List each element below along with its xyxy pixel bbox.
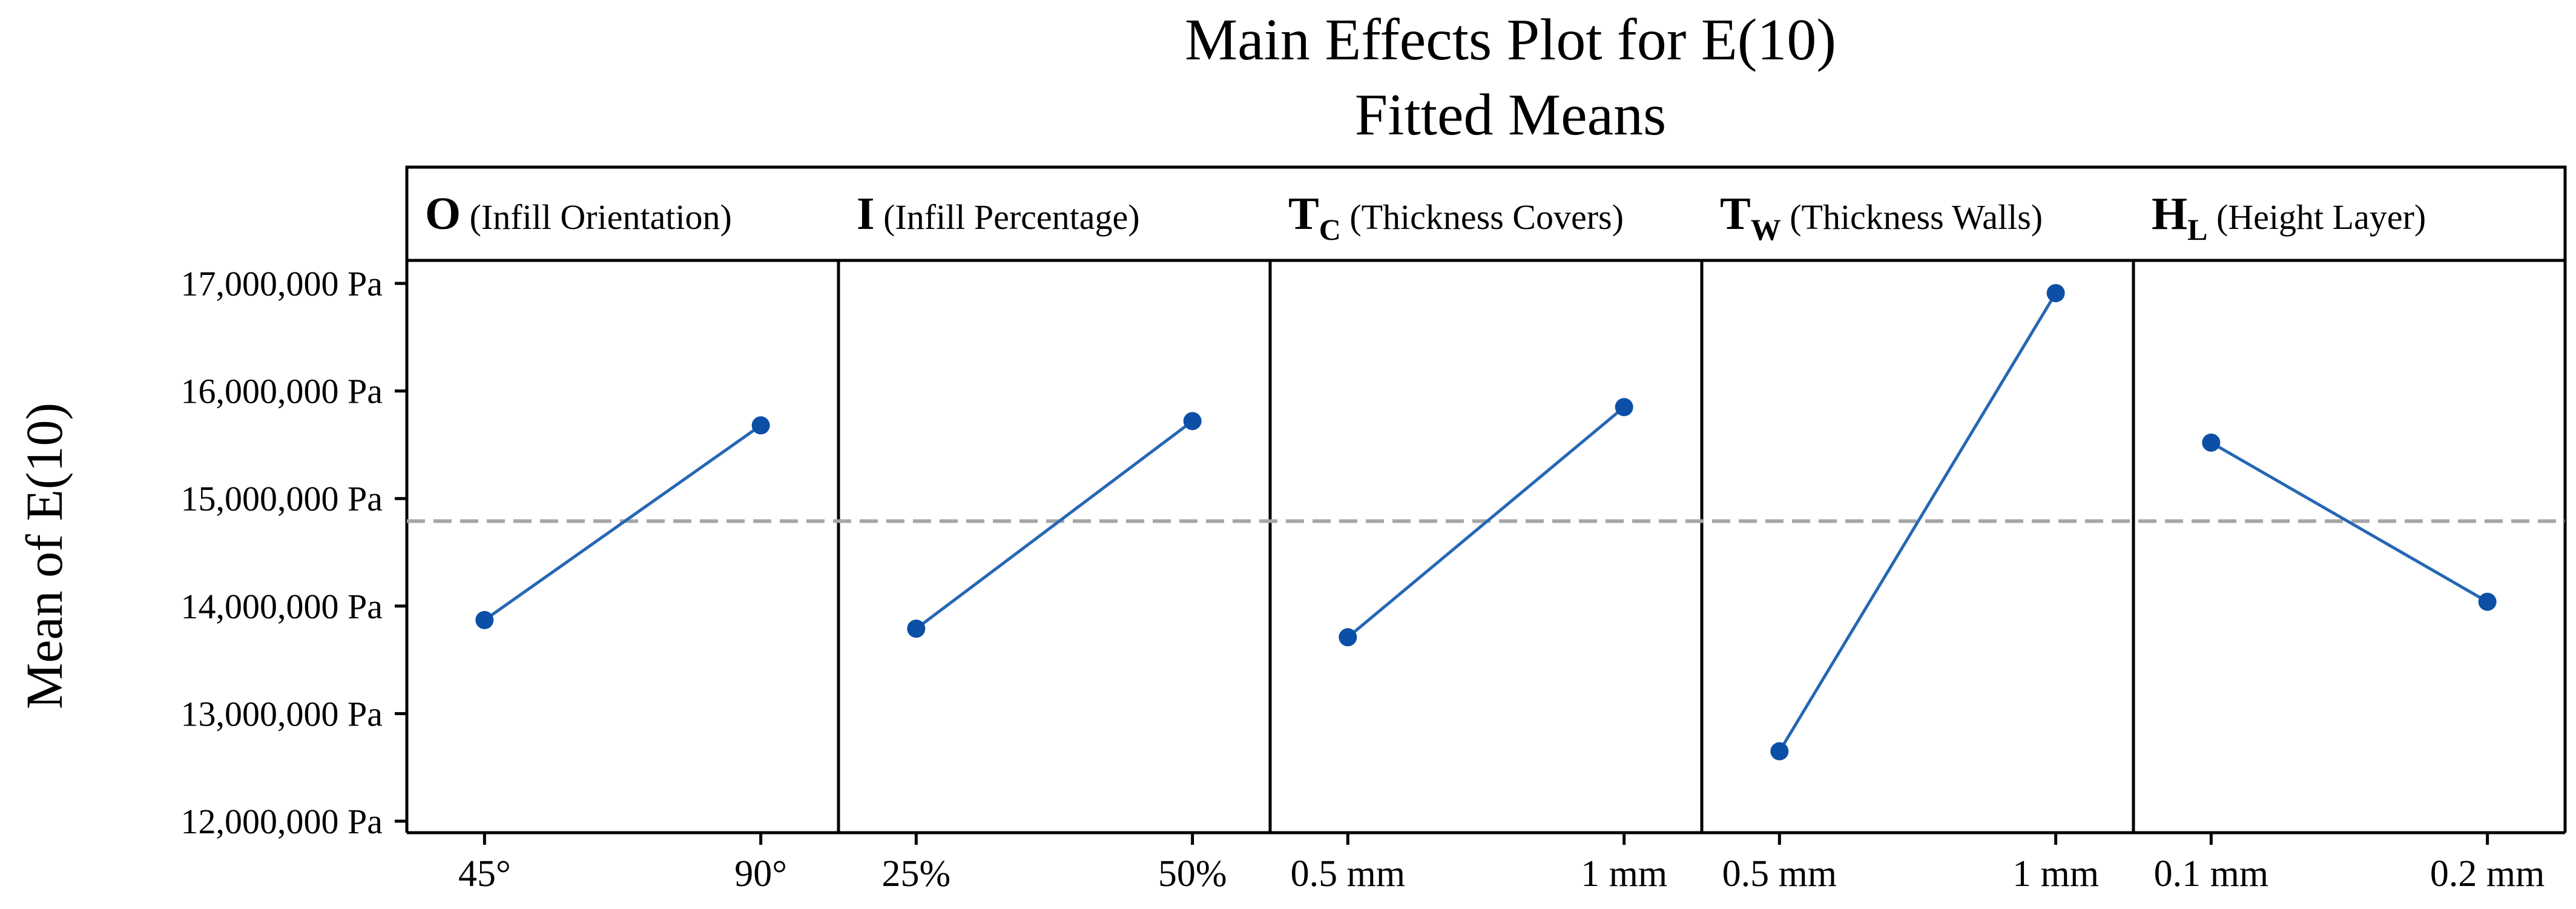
y-tick-label: 17,000,000 Pa bbox=[181, 264, 383, 303]
y-tick-label: 14,000,000 Pa bbox=[181, 587, 383, 626]
factor-symbol: T bbox=[1720, 188, 1751, 239]
effect-line bbox=[1346, 406, 1626, 639]
factor-name: (Thickness Walls) bbox=[1781, 197, 2043, 237]
x-tick-label: 0.2 mm bbox=[2430, 853, 2545, 894]
effect-point bbox=[475, 610, 494, 629]
chart-title: Main Effects Plot for E(10) bbox=[1185, 7, 1836, 73]
panel-header-label: I (Infill Percentage) bbox=[857, 188, 1140, 239]
effect-line bbox=[1778, 292, 2057, 752]
panels: O (Infill Orientation) 45° 90° I (Infill Pe… bbox=[405, 165, 2567, 894]
panel-1: O (Infill Orientation) 45° 90° bbox=[425, 188, 787, 894]
effect-line bbox=[915, 420, 1194, 630]
panel-5: HL (Height Layer) 0.1 mm 0.2 mm bbox=[2152, 188, 2545, 894]
y-tick-label: 12,000,000 Pa bbox=[181, 802, 383, 841]
panel-header-label: TC (Thickness Covers) bbox=[1288, 188, 1624, 246]
x-tick-label: 0.1 mm bbox=[2154, 853, 2268, 894]
chart-subtitle: Fitted Means bbox=[1355, 82, 1666, 148]
panel-3: TC (Thickness Covers) 0.5 mm 1 mm bbox=[1288, 188, 1667, 894]
panel-header-label: HL (Height Layer) bbox=[2152, 188, 2426, 246]
factor-name: (Thickness Covers) bbox=[1341, 197, 1624, 237]
factor-symbol: T bbox=[1288, 188, 1319, 239]
factor-name: (Infill Orientation) bbox=[461, 197, 732, 237]
effect-point bbox=[2046, 283, 2065, 302]
effect-point bbox=[751, 416, 770, 435]
y-axis-label: Mean of E(10) bbox=[15, 403, 73, 709]
effect-point bbox=[1339, 628, 1357, 647]
x-tick-label: 0.5 mm bbox=[1722, 853, 1837, 894]
effect-point bbox=[1183, 412, 1202, 431]
panel-4: TW (Thickness Walls) 0.5 mm 1 mm bbox=[1720, 188, 2099, 894]
effect-point bbox=[2478, 592, 2497, 611]
x-tick-label: 0.5 mm bbox=[1291, 853, 1405, 894]
panel-2: I (Infill Percentage) 25% 50% bbox=[857, 188, 1227, 894]
factor-name: (Infill Percentage) bbox=[875, 197, 1140, 237]
header-strip bbox=[405, 165, 2567, 262]
effect-point bbox=[1615, 398, 1633, 417]
effect-point bbox=[907, 620, 926, 638]
factor-subscript: W bbox=[1751, 213, 1781, 246]
y-tick-label: 16,000,000 Pa bbox=[181, 372, 383, 411]
panel-header-label: TW (Thickness Walls) bbox=[1720, 188, 2043, 246]
x-tick-label: 45° bbox=[458, 853, 511, 894]
y-tick-label: 15,000,000 Pa bbox=[181, 479, 383, 518]
panel-header-label: O (Infill Orientation) bbox=[425, 188, 732, 239]
x-tick-label: 50% bbox=[1158, 853, 1227, 894]
x-tick-label: 25% bbox=[882, 853, 951, 894]
effect-point bbox=[1770, 742, 1789, 761]
factor-symbol: O bbox=[425, 188, 461, 239]
y-axis-ticks: 12,000,000 Pa 13,000,000 Pa 14,000,000 Pa 1… bbox=[181, 264, 407, 841]
factor-subscript: L bbox=[2187, 213, 2207, 246]
effect-line bbox=[2210, 441, 2488, 603]
factor-subscript: C bbox=[1319, 213, 1341, 246]
effect-point bbox=[2202, 433, 2221, 452]
x-tick-label: 1 mm bbox=[2012, 853, 2099, 894]
factor-name: (Height Layer) bbox=[2207, 197, 2426, 237]
effect-line bbox=[483, 424, 762, 621]
y-tick-label: 13,000,000 Pa bbox=[181, 694, 383, 733]
x-tick-label: 1 mm bbox=[1581, 853, 1667, 894]
factor-symbol: H bbox=[2152, 188, 2187, 239]
x-tick-label: 90° bbox=[734, 853, 787, 894]
factor-symbol: I bbox=[857, 188, 875, 239]
